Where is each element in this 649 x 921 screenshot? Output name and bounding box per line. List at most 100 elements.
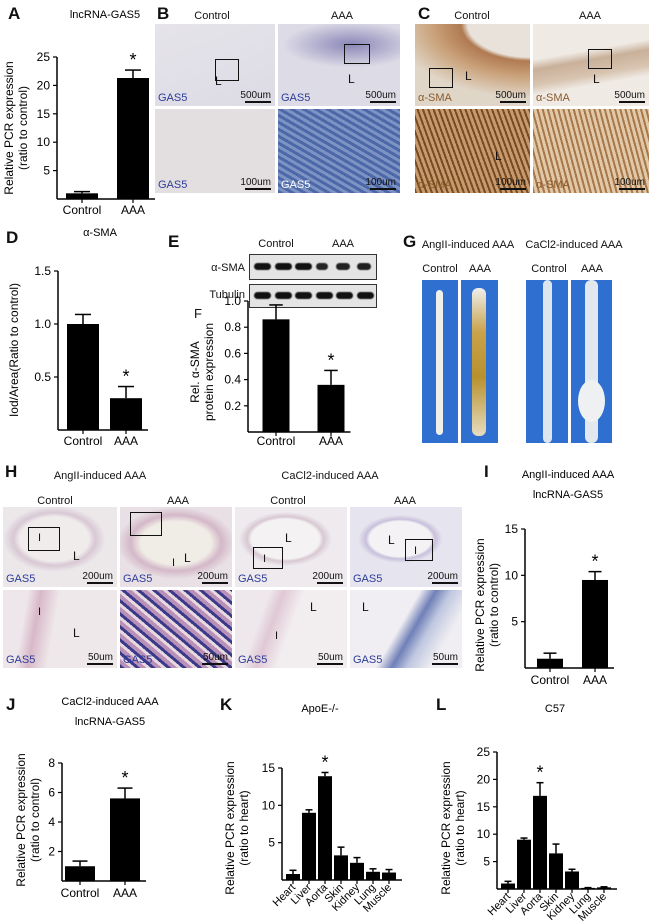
d-significance-marker: * bbox=[122, 367, 129, 387]
blot-band bbox=[315, 292, 333, 299]
a-y-tick-label: 20 bbox=[37, 78, 51, 92]
blot-band bbox=[356, 292, 374, 299]
g-group2-label: CaCl2-induced AAA bbox=[525, 239, 623, 251]
f-bar-aaa bbox=[317, 384, 345, 432]
scale-bar bbox=[432, 582, 458, 584]
e-control-label: Control bbox=[258, 238, 294, 250]
l-bar-kidney bbox=[565, 871, 579, 889]
lumen-label: L bbox=[73, 626, 80, 640]
l-chart-title: C57 bbox=[545, 703, 565, 715]
micrograph-c-control-low: α-SMA 500um L bbox=[415, 24, 530, 106]
stain-label: α-SMA bbox=[536, 92, 570, 104]
scale-bar bbox=[202, 663, 228, 665]
panel-label-h: H bbox=[5, 462, 18, 481]
stain-label: α-SMA bbox=[418, 92, 452, 104]
f-y-axis-label: Rel. α-SMA bbox=[188, 341, 202, 403]
f-y-tick-label: 1.0 bbox=[224, 294, 241, 308]
panel-label-e: E bbox=[168, 232, 180, 251]
lumen-label: L bbox=[310, 600, 317, 614]
i-bar-aaa bbox=[582, 579, 608, 668]
stain-label: GAS5 bbox=[123, 573, 153, 585]
micrograph-b-control-low: GAS5 500um L bbox=[155, 24, 275, 106]
j-y-tick-label: 8 bbox=[48, 756, 55, 770]
micrograph-b-aaa-high: GAS5 100um bbox=[278, 109, 400, 193]
scale-bar-label: 500um bbox=[365, 90, 396, 101]
k-significance-marker: * bbox=[321, 752, 328, 772]
l-y-tick-label: 10 bbox=[477, 827, 491, 841]
a-bar-control bbox=[66, 193, 98, 199]
l-bar-liver bbox=[517, 839, 531, 889]
a-y-tick-label: 5 bbox=[43, 164, 50, 178]
scale-bar-label: 500um bbox=[240, 90, 271, 101]
blot-band bbox=[295, 263, 312, 270]
panel-label-f: F bbox=[194, 306, 202, 321]
d-chart-title: α-SMA bbox=[83, 227, 118, 239]
k-y-axis-label: Relative PCR expression bbox=[223, 761, 237, 894]
scale-bar-label: 50um bbox=[87, 652, 113, 663]
k-y-tick-label: 10 bbox=[262, 798, 276, 812]
stain-label: GAS5 bbox=[281, 92, 311, 104]
e-aaa-label: AAA bbox=[331, 238, 355, 250]
a-x-tick-label: Control bbox=[63, 203, 102, 217]
micrograph-h-angii-aaa-high: GAS5 50um bbox=[120, 590, 232, 668]
i-chart-title: lncRNA-GAS5 bbox=[533, 489, 603, 501]
blot-band bbox=[274, 292, 292, 299]
d-x-tick-label: Control bbox=[64, 434, 103, 448]
f-x-tick-label: AAA bbox=[319, 434, 343, 448]
micrograph-h-cacl2-control-high: GAS5 50um L I bbox=[235, 590, 347, 668]
stain-label: α-SMA bbox=[418, 179, 452, 191]
stain-label: GAS5 bbox=[6, 654, 36, 666]
stain-label: GAS5 bbox=[6, 573, 36, 585]
i-x-tick-label: Control bbox=[531, 673, 570, 687]
j-bar-aaa bbox=[110, 798, 140, 881]
scale-bar bbox=[202, 582, 228, 584]
k-y-tick-label: 5 bbox=[268, 836, 275, 850]
panel-label-l: L bbox=[436, 695, 447, 714]
c-control-label: Control bbox=[454, 10, 490, 22]
panel-label-d: D bbox=[6, 228, 19, 247]
magnified-region-box bbox=[130, 512, 162, 536]
d-y-tick-label: 1.5 bbox=[34, 264, 51, 278]
l-y-axis-label: Relative PCR expression bbox=[439, 761, 453, 894]
aorta-photo-angii-aaa bbox=[461, 280, 498, 443]
magnified-region-box bbox=[405, 539, 433, 561]
micrograph-c-aaa-high: α-SMA 100um bbox=[533, 109, 649, 193]
intima-label: I bbox=[38, 606, 42, 618]
a-y-tick-label: 25 bbox=[37, 50, 51, 64]
a-y-tick-label: 15 bbox=[37, 107, 51, 121]
scale-bar bbox=[619, 188, 645, 190]
d-y-tick-label: 1.0 bbox=[34, 317, 51, 331]
l-bar-heart bbox=[501, 883, 515, 889]
lumen-label: L bbox=[362, 600, 369, 614]
scale-bar bbox=[87, 663, 113, 665]
g-aaa-label-2: AAA bbox=[580, 263, 604, 275]
stain-label: GAS5 bbox=[123, 654, 153, 666]
a-chart-title: lncRNA-GAS5 bbox=[70, 9, 140, 21]
j-chart-title: CaCl2-induced AAA bbox=[61, 696, 159, 708]
h-control-label-1: Control bbox=[37, 495, 73, 507]
scale-bar-label: 50um bbox=[317, 652, 343, 663]
scale-bar bbox=[317, 582, 343, 584]
lumen-label: L bbox=[215, 74, 222, 88]
scale-bar-label: 50um bbox=[202, 652, 228, 663]
scale-bar bbox=[87, 582, 113, 584]
scale-bar-label: 200um bbox=[197, 571, 228, 582]
micrograph-h-angii-aaa-low: GAS5 200um L I bbox=[120, 507, 232, 587]
blot-band bbox=[274, 263, 292, 270]
blot-band bbox=[295, 292, 312, 299]
western-blot-asma bbox=[249, 254, 377, 280]
panel-label-j: J bbox=[6, 695, 16, 714]
scale-bar bbox=[245, 101, 271, 103]
f-bar-control bbox=[262, 319, 290, 432]
i-y-tick-label: 15 bbox=[505, 522, 519, 536]
d-x-tick-label: AAA bbox=[114, 434, 138, 448]
micrograph-b-control-high: GAS5 100um bbox=[155, 109, 275, 193]
d-y-tick-label: 0.5 bbox=[34, 370, 51, 384]
scale-bar bbox=[317, 663, 343, 665]
f-x-tick-label: Control bbox=[257, 434, 296, 448]
k-bar-liver bbox=[302, 812, 316, 880]
scale-bar-label: 100um bbox=[240, 177, 271, 188]
stain-label: α-SMA bbox=[536, 179, 570, 191]
l-y-tick-label: 15 bbox=[477, 800, 491, 814]
